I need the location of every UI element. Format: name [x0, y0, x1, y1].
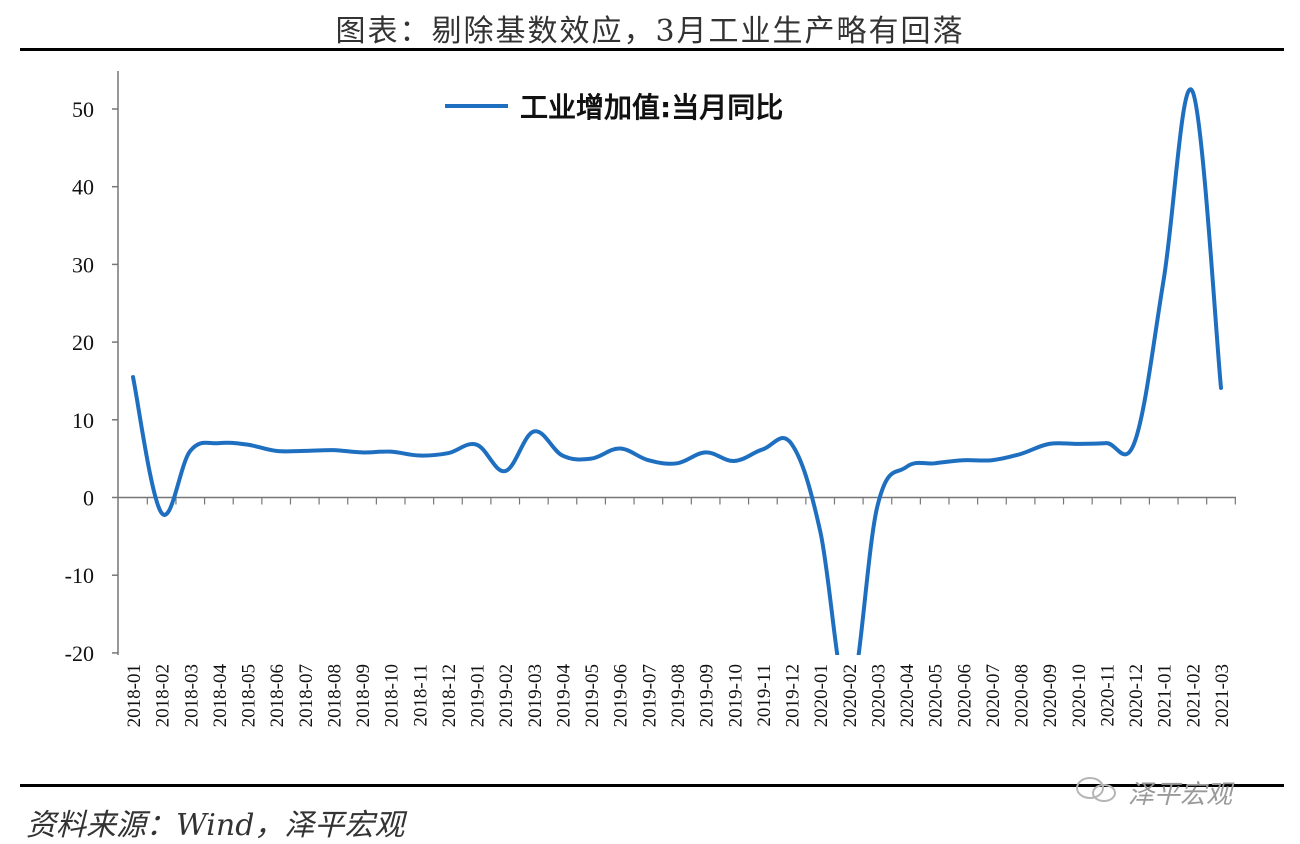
x-tick-label: 2019-01	[468, 664, 489, 727]
x-tick-label: 2018-09	[353, 664, 374, 727]
x-tick-label: 2019-03	[525, 664, 546, 727]
x-tick-label: 2018-01	[124, 664, 145, 727]
x-tick-label: 2018-12	[439, 664, 460, 727]
watermark-text: 泽平宏观	[1128, 780, 1233, 810]
x-tick-label: 2018-06	[267, 664, 288, 727]
x-tick-label: 2019-08	[668, 664, 689, 727]
y-tick-label: 40	[72, 175, 94, 200]
y-tick-label: 50	[72, 97, 94, 122]
x-tick-label: 2019-06	[611, 664, 632, 727]
chart-title: 图表：剔除基数效应，3月工业生产略有回落	[335, 14, 965, 49]
y-tick-label: 30	[72, 252, 94, 277]
x-tick-label: 2018-05	[239, 664, 260, 727]
x-tick-label: 2018-02	[153, 664, 174, 727]
x-tick-label: 2020-11	[1097, 664, 1118, 727]
x-tick-label: 2019-09	[697, 664, 718, 727]
x-tick-label: 2018-11	[410, 664, 431, 727]
x-tick-label: 2021-03	[1212, 664, 1233, 727]
x-tick-label: 2020-02	[840, 664, 861, 727]
x-axis: 2018-01 2018-02 2018-03 2018-04 2018-05 2018-…	[118, 496, 1236, 728]
x-tick-label: 2018-08	[324, 664, 345, 727]
x-tick-label: 2020-12	[1126, 664, 1147, 727]
x-tick-label: 2019-05	[582, 664, 603, 727]
x-tick-label: 2018-04	[210, 664, 231, 728]
x-tick-label: 2020-08	[1012, 664, 1033, 727]
y-tick-label: 10	[72, 408, 94, 433]
x-tick-label: 2018-07	[296, 664, 317, 727]
x-tick-label: 2020-07	[983, 664, 1004, 727]
x-tick-label: 2019-07	[639, 664, 660, 727]
x-tick-label: 2018-10	[382, 664, 403, 727]
x-tick-label: 2020-09	[1040, 664, 1061, 727]
x-tick-label: 2019-11	[754, 664, 775, 727]
y-tick-label: -20	[65, 641, 94, 666]
y-axis: -20 -10 0 10 20 30 40 50	[65, 71, 119, 666]
x-tick-label: 2021-01	[1155, 664, 1176, 727]
y-tick-label: -10	[65, 563, 94, 588]
y-tick-label: 20	[72, 330, 94, 355]
x-tick-label: 2020-10	[1069, 664, 1090, 727]
source-note: 资料来源：Wind，泽平宏观	[26, 808, 405, 843]
legend-label: 工业增加值:当月同比	[520, 91, 783, 124]
x-tick-label: 2018-03	[181, 664, 202, 727]
series-line	[131, 87, 1223, 655]
x-tick-label: 2019-10	[725, 664, 746, 727]
wechat-watermark-icon	[1076, 777, 1116, 802]
legend: 工业增加值:当月同比	[445, 91, 783, 124]
x-tick-label: 2020-03	[868, 664, 889, 727]
x-tick-label: 2019-02	[496, 664, 517, 727]
x-tick-label: 2019-12	[783, 664, 804, 727]
x-tick-label: 2020-05	[926, 664, 947, 727]
top-rule	[20, 48, 1284, 51]
x-tick-label: 2020-04	[897, 664, 918, 728]
x-tick-label: 2020-01	[811, 664, 832, 727]
x-tick-label: 2021-02	[1183, 664, 1204, 727]
x-tick-label: 2019-04	[553, 664, 574, 728]
x-tick-label: 2020-06	[954, 664, 975, 727]
bottom-rule	[20, 784, 1284, 787]
y-tick-label: 0	[83, 486, 94, 511]
